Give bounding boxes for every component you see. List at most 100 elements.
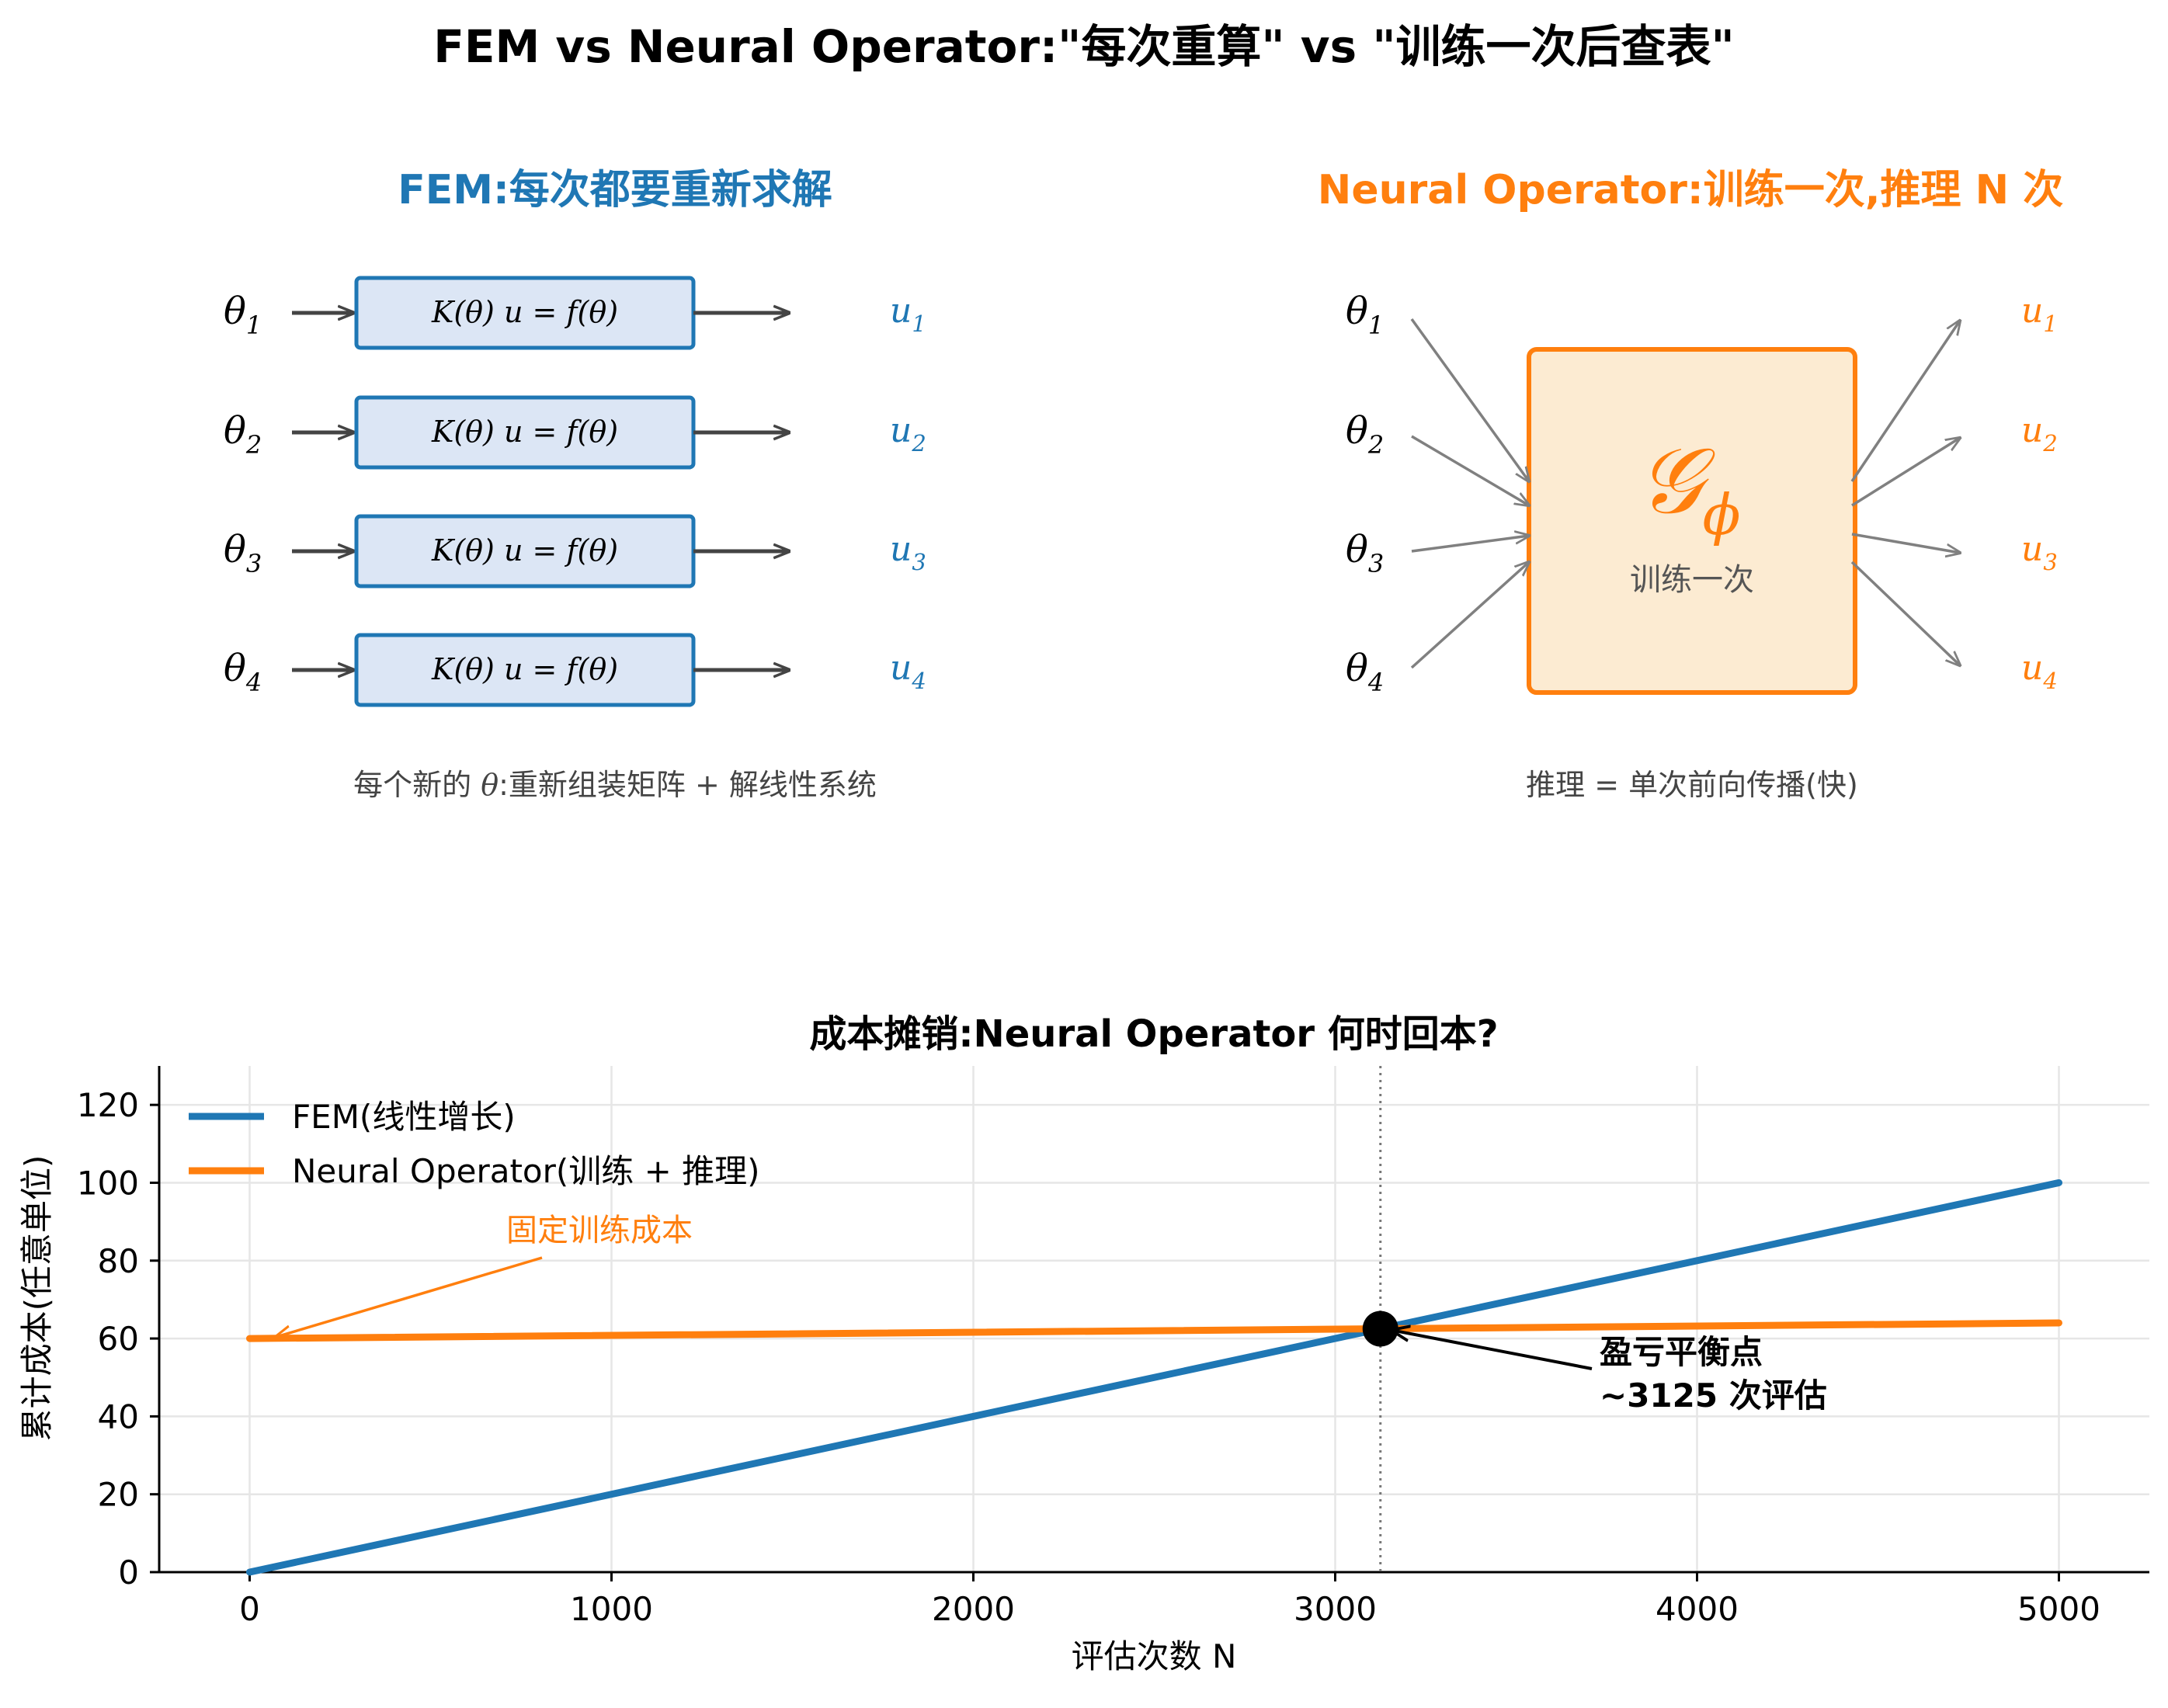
no-input-arrow <box>1411 435 1529 505</box>
no-input-theta-2-subscript: 2 <box>1367 430 1384 460</box>
training-cost-label: 固定训练成本 <box>506 1213 693 1248</box>
no-input-theta-2-symbol: θ <box>1346 409 1368 453</box>
chart-legend: FEM(线性增长) Neural Operator(训练 + 推理) <box>189 1098 760 1190</box>
operator-box <box>1527 347 1857 695</box>
fem-input-theta-3: θ3 <box>224 528 262 578</box>
figure-title: FEM vs Neural Operator:"每次重算" vs "训练一次后查… <box>433 20 1735 73</box>
no-output-u-4-symbol: u <box>2021 648 2043 688</box>
fem-output-u-4-symbol: u <box>890 648 912 688</box>
y-tick-label: 100 <box>77 1164 139 1202</box>
fem-row: θ4 K(θ) u = f(θ) u4 <box>224 633 926 707</box>
no-output-arrow <box>1850 321 1960 482</box>
fem-input-theta-2: θ2 <box>224 409 262 460</box>
no-output-u-2-subscript: 2 <box>2042 430 2057 457</box>
no-input-theta-2: θ2 <box>1346 409 1384 460</box>
y-tick-label: 60 <box>98 1320 139 1358</box>
neural-operator-cost-line <box>246 1319 2062 1342</box>
amortization-chart: 成本摊销:Neural Operator 何时回本? 0 1000 2000 3000… <box>18 1012 2149 1675</box>
no-output-u-4: u4 <box>2021 648 2058 694</box>
x-tick-label: 3000 <box>1294 1590 1377 1628</box>
fem-equation: K(θ) u = f(θ) <box>431 295 618 329</box>
no-panel-title: Neural Operator:训练一次,推理 N 次 <box>1318 167 2063 214</box>
x-tick-label: 2000 <box>932 1590 1015 1628</box>
chart-series <box>246 1066 2062 1576</box>
no-output-arrow <box>1851 438 1960 507</box>
fem-output-u-2-symbol: u <box>890 411 912 450</box>
x-tick-label: 1000 <box>570 1590 653 1628</box>
no-input-theta-3-symbol: θ <box>1346 528 1368 571</box>
chart-grid <box>159 1066 2149 1574</box>
no-input-theta-4: θ4 <box>1346 647 1384 697</box>
y-tick-label: 120 <box>77 1086 139 1124</box>
fem-caption-pre: 每个新的 <box>353 768 481 802</box>
fem-input-theta-4-subscript: 4 <box>245 668 262 697</box>
y-tick-label: 40 <box>98 1397 139 1435</box>
fem-output-u-4: u4 <box>890 648 926 694</box>
no-input-arrow <box>1410 318 1529 481</box>
fem-input-theta-4-symbol: θ <box>224 647 246 690</box>
no-output-u-1: u1 <box>2021 291 2058 337</box>
legend-entry: Neural Operator(训练 + 推理) <box>189 1152 760 1190</box>
fem-input-theta-1-subscript: 1 <box>246 311 262 340</box>
legend-entry: FEM(线性增长) <box>189 1098 516 1136</box>
fem-panel-title: FEM:每次都要重新求解 <box>398 167 832 214</box>
chart-title: 成本摊销:Neural Operator 何时回本? <box>809 1012 1498 1056</box>
fem-input-theta-1: θ1 <box>224 290 262 340</box>
no-caption: 推理 = 单次前向传播(快) <box>1526 768 1858 802</box>
fem-output-u-1-symbol: u <box>890 291 912 331</box>
training-cost-arrow <box>276 1256 543 1337</box>
fem-output-u-3-symbol: u <box>890 529 912 569</box>
y-tick-label: 20 <box>98 1476 139 1514</box>
y-tick-label: 80 <box>98 1242 139 1280</box>
fem-row: θ3 K(θ) u = f(θ) u3 <box>224 514 926 588</box>
fem-cost-line <box>246 1179 2062 1576</box>
x-tick-label: 5000 <box>2017 1590 2100 1628</box>
fem-output-u-3-subscript: 3 <box>912 549 926 575</box>
fem-output-u-4-subscript: 4 <box>911 668 926 694</box>
no-input-arrow <box>1410 562 1529 669</box>
fem-caption-theta: θ <box>481 768 499 802</box>
legend-label: FEM(线性增长) <box>292 1098 516 1136</box>
no-output-u-3: u3 <box>2021 529 2058 575</box>
fem-equation: K(θ) u = f(θ) <box>431 415 618 449</box>
fem-output-u-2: u2 <box>890 411 926 457</box>
no-input-theta-3-subscript: 3 <box>1368 549 1384 578</box>
no-input-theta-1-symbol: θ <box>1346 290 1368 333</box>
y-axis-label: 累计成本(任意单位) <box>18 1155 56 1442</box>
fem-output-u-3: u3 <box>890 529 926 575</box>
fem-equation: K(θ) u = f(θ) <box>431 652 618 686</box>
no-output-arrow <box>1850 561 1960 665</box>
breakeven-point <box>1362 1311 1398 1347</box>
no-output-arrow <box>1851 533 1960 553</box>
fem-output-u-1: u1 <box>890 291 926 337</box>
no-panel: Neural Operator:训练一次,推理 N 次 𝒢ϕ 训练一次 θ1θ2… <box>1318 167 2063 802</box>
no-input-arrow <box>1411 536 1529 553</box>
no-output-u-2-symbol: u <box>2021 411 2043 450</box>
no-output-u-4-subscript: 4 <box>2042 668 2057 694</box>
no-output-u-3-symbol: u <box>2021 529 2043 569</box>
x-axis-ticks: 0 1000 2000 3000 4000 5000 <box>239 1572 2100 1628</box>
x-tick-label: 4000 <box>1656 1590 1739 1628</box>
breakeven-label-line1: 盈亏平衡点 <box>1600 1333 1763 1371</box>
fem-input-theta-1-symbol: θ <box>224 290 246 333</box>
breakeven-arrow <box>1393 1331 1593 1370</box>
x-tick-label: 0 <box>239 1590 260 1628</box>
y-tick-label: 0 <box>118 1554 139 1592</box>
fem-input-theta-3-symbol: θ <box>224 528 246 571</box>
fem-caption-post: :重新组装矩阵 + 解线性系统 <box>499 768 877 802</box>
no-input-theta-3: θ3 <box>1346 528 1384 578</box>
y-axis-ticks: 0 20 40 60 80 100 120 <box>77 1086 159 1592</box>
operator-box-label: 训练一次 <box>1630 562 1754 598</box>
no-input-theta-1-subscript: 1 <box>1368 311 1384 340</box>
x-axis-label: 评估次数 N <box>1072 1637 1237 1675</box>
no-input-theta-1: θ1 <box>1346 290 1384 340</box>
no-output-u-1-symbol: u <box>2021 291 2043 331</box>
fem-output-u-1-subscript: 1 <box>912 311 926 337</box>
no-output-u-1-subscript: 1 <box>2043 311 2057 337</box>
